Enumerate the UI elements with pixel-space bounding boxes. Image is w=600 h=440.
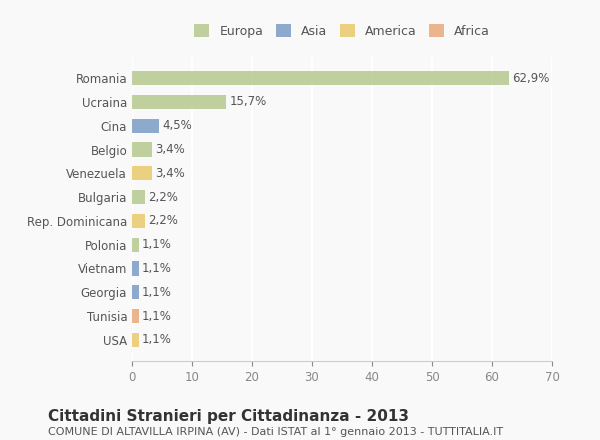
Text: Cittadini Stranieri per Cittadinanza - 2013: Cittadini Stranieri per Cittadinanza - 2… bbox=[48, 409, 409, 424]
Bar bbox=[132, 238, 139, 252]
Bar bbox=[132, 309, 139, 323]
Text: 1,1%: 1,1% bbox=[142, 262, 172, 275]
Text: 1,1%: 1,1% bbox=[142, 286, 172, 299]
Text: 1,1%: 1,1% bbox=[142, 334, 172, 346]
Text: 3,4%: 3,4% bbox=[155, 167, 185, 180]
Text: 15,7%: 15,7% bbox=[229, 95, 266, 108]
Bar bbox=[132, 190, 145, 204]
Bar bbox=[132, 261, 139, 275]
Text: 3,4%: 3,4% bbox=[155, 143, 185, 156]
Text: 62,9%: 62,9% bbox=[512, 72, 550, 84]
Bar bbox=[132, 119, 159, 133]
Bar bbox=[132, 95, 226, 109]
Text: 1,1%: 1,1% bbox=[142, 238, 172, 251]
Bar bbox=[132, 166, 152, 180]
Bar bbox=[132, 71, 509, 85]
Bar bbox=[132, 214, 145, 228]
Text: COMUNE DI ALTAVILLA IRPINA (AV) - Dati ISTAT al 1° gennaio 2013 - TUTTITALIA.IT: COMUNE DI ALTAVILLA IRPINA (AV) - Dati I… bbox=[48, 427, 503, 437]
Text: 2,2%: 2,2% bbox=[148, 214, 178, 227]
Text: 2,2%: 2,2% bbox=[148, 191, 178, 204]
Bar bbox=[132, 285, 139, 299]
Legend: Europa, Asia, America, Africa: Europa, Asia, America, Africa bbox=[194, 24, 490, 37]
Text: 1,1%: 1,1% bbox=[142, 310, 172, 323]
Bar bbox=[132, 143, 152, 157]
Bar bbox=[132, 333, 139, 347]
Text: 4,5%: 4,5% bbox=[162, 119, 192, 132]
